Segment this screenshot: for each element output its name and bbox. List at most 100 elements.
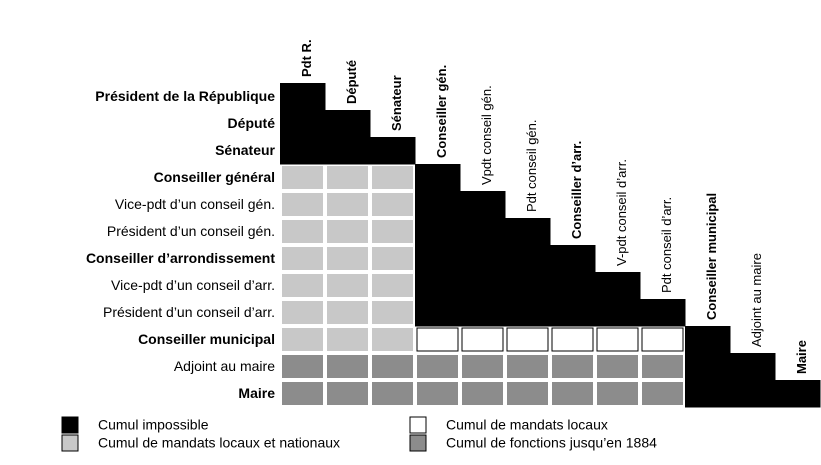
cell: [280, 110, 326, 138]
cell: [415, 164, 461, 192]
cell: [640, 299, 686, 327]
legend-label: Cumul de mandats locaux: [446, 417, 608, 433]
cell: [551, 327, 594, 352]
cell: [327, 247, 368, 270]
cell: [462, 382, 503, 405]
cell: [415, 218, 461, 246]
cell: [327, 274, 368, 297]
row-label: Député: [228, 115, 276, 131]
column-label: Conseiller municipal: [704, 193, 719, 320]
cell: [460, 245, 506, 273]
cell: [372, 355, 413, 378]
legend-swatch: [409, 416, 427, 434]
column-label: Conseiller gén.: [434, 65, 449, 158]
cell: [415, 299, 461, 327]
cell: [505, 218, 551, 246]
cell: [282, 328, 323, 351]
cell: [505, 299, 551, 327]
cell: [460, 272, 506, 300]
cell: [327, 382, 368, 405]
cell: [460, 191, 506, 219]
column-label: Sénateur: [389, 75, 404, 131]
cell: [460, 218, 506, 246]
cell: [282, 301, 323, 324]
cell: [415, 272, 461, 300]
cell: [550, 245, 596, 273]
column-label: Pdt conseil d’arr.: [659, 197, 674, 293]
cell: [550, 299, 596, 327]
cell: [685, 353, 731, 381]
cell: [415, 245, 461, 273]
cell: [642, 355, 683, 378]
cell: [460, 299, 506, 327]
cell: [372, 220, 413, 243]
cell: [282, 355, 323, 378]
cell: [507, 382, 548, 405]
cell: [597, 382, 638, 405]
cell: [327, 328, 368, 351]
cell: [327, 166, 368, 189]
cell: [417, 382, 458, 405]
cell: [372, 274, 413, 297]
cell: [550, 272, 596, 300]
legend-label: Cumul de mandats locaux et nationaux: [98, 435, 340, 451]
cell: [282, 247, 323, 270]
cell: [685, 380, 731, 408]
cell: [325, 110, 371, 138]
cell: [282, 193, 323, 216]
cell: [552, 382, 593, 405]
legend-swatch: [61, 416, 79, 434]
cell: [415, 191, 461, 219]
cell: [372, 328, 413, 351]
cell: [282, 382, 323, 405]
cell: [372, 193, 413, 216]
row-label: Adjoint au maire: [174, 358, 275, 374]
column-label: Conseiller d’arr.: [569, 141, 584, 239]
cell: [416, 327, 459, 352]
cell: [280, 137, 326, 165]
cell: [282, 274, 323, 297]
cell: [462, 355, 503, 378]
legend-label: Cumul impossible: [98, 417, 209, 433]
row-label: Président d’un conseil gén.: [107, 223, 275, 239]
cell: [282, 220, 323, 243]
cell: [327, 301, 368, 324]
cell: [372, 247, 413, 270]
cell: [327, 355, 368, 378]
column-label: Pdt R.: [299, 39, 314, 77]
row-label: Conseiller municipal: [138, 331, 275, 347]
row-label: Vice-pdt d’un conseil gén.: [115, 196, 275, 212]
cell: [597, 355, 638, 378]
row-label: Président d’un conseil d’arr.: [103, 304, 275, 320]
cell: [685, 326, 731, 354]
cell: [775, 380, 821, 408]
cell: [641, 327, 684, 352]
row-label: Maire: [238, 385, 275, 401]
cell: [507, 355, 548, 378]
cell: [327, 193, 368, 216]
cell: [372, 301, 413, 324]
cell: [372, 382, 413, 405]
row-label: Sénateur: [215, 142, 275, 158]
cell: [325, 137, 371, 165]
row-label: Vice-pdt d’un conseil d’arr.: [111, 277, 275, 293]
cell: [505, 245, 551, 273]
cell: [730, 380, 776, 408]
column-label: Pdt conseil gén.: [524, 119, 539, 212]
cell: [642, 382, 683, 405]
cell: [461, 327, 504, 352]
column-label: Maire: [794, 340, 809, 374]
cell: [370, 137, 416, 165]
legend-swatch: [61, 434, 79, 452]
column-label: Député: [344, 60, 359, 104]
row-label: Conseiller d’arrondissement: [86, 250, 275, 266]
row-label: Conseiller général: [154, 169, 275, 185]
cell: [280, 83, 326, 111]
column-label: V-pdt conseil d’arr.: [614, 159, 629, 266]
column-label: Adjoint au maire: [749, 253, 764, 347]
cell: [506, 327, 549, 352]
cell: [372, 166, 413, 189]
cell: [730, 353, 776, 381]
cell: [552, 355, 593, 378]
